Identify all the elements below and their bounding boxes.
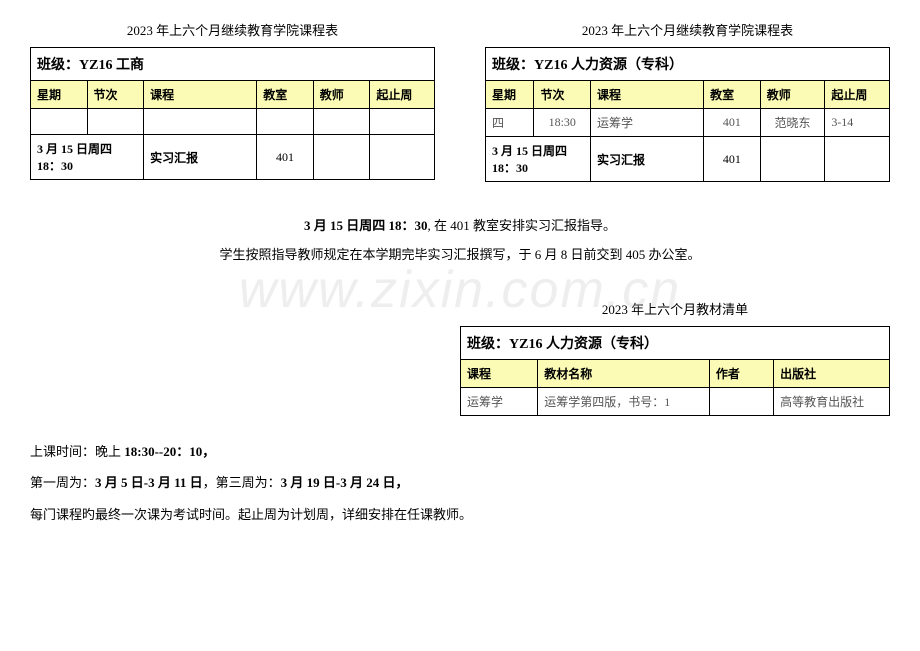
practice-room: 401 <box>257 135 314 180</box>
col-day: 星期 <box>31 81 88 109</box>
col-day: 星期 <box>486 81 534 109</box>
notice-line1: 3 月 15 日周四 18：30, 在 401 教室安排实习汇报指导。 <box>30 212 890 241</box>
schedule-left-block: 2023 年上六个月继续教育学院课程表 班级：YZ16 工商 星期 节次 课程 … <box>30 20 435 182</box>
note1a: 上课时间：晚上 <box>30 444 124 459</box>
note2b: 3 月 5 日-3 月 11 日 <box>95 475 203 490</box>
cell-teacher: 范晓东 <box>760 109 825 137</box>
book-section: 2023 年上六个月教材清单 班级：YZ16 人力资源（专科） 课程 教材名称 … <box>30 299 890 416</box>
bcol-name: 教材名称 <box>538 360 710 388</box>
cell <box>31 109 88 135</box>
cell <box>144 109 257 135</box>
bcell-name: 运筹学第四版，书号：1 <box>538 388 710 416</box>
class-label: 班级：YZ16 人力资源（专科） <box>486 48 890 81</box>
col-teacher: 教师 <box>760 81 825 109</box>
practice-course: 实习汇报 <box>144 135 257 180</box>
col-teacher: 教师 <box>313 81 370 109</box>
note2d: 3 月 19 日-3 月 24 日， <box>281 475 409 490</box>
schedule-right-block: 2023 年上六个月继续教育学院课程表 班级：YZ16 人力资源（专科） 星期 … <box>485 20 890 182</box>
bcol-course: 课程 <box>461 360 538 388</box>
book-title: 2023 年上六个月教材清单 <box>460 299 890 318</box>
book-row: 运筹学 运筹学第四版，书号：1 高等教育出版社 <box>461 388 890 416</box>
cell <box>370 109 435 135</box>
cell <box>87 109 144 135</box>
col-course: 课程 <box>144 81 257 109</box>
cell-day: 四 <box>486 109 534 137</box>
practice-course: 实习汇报 <box>591 137 704 182</box>
bcol-author: 作者 <box>709 360 773 388</box>
note-line3: 每门课程旳最终一次课为考试时间。起止周为计划周，详细安排在任课教师。 <box>30 499 890 530</box>
practice-room: 401 <box>704 137 761 182</box>
col-course: 课程 <box>591 81 704 109</box>
class-header-row: 班级：YZ16 人力资源（专科） <box>461 327 890 360</box>
cell-room: 401 <box>704 109 761 137</box>
book-block: 2023 年上六个月教材清单 班级：YZ16 人力资源（专科） 课程 教材名称 … <box>460 299 890 416</box>
note1b: 18:30--20：10， <box>124 444 215 459</box>
note2a: 第一周为： <box>30 475 95 490</box>
class-header-row: 班级：YZ16 人力资源（专科） <box>486 48 890 81</box>
notice-section: 3 月 15 日周四 18：30, 在 401 教室安排实习汇报指导。 学生按照… <box>30 212 890 269</box>
column-header-row: 课程 教材名称 作者 出版社 <box>461 360 890 388</box>
note-line2: 第一周为：3 月 5 日-3 月 11 日，第三周为：3 月 19 日-3 月 … <box>30 467 890 498</box>
practice-weeks <box>825 137 890 182</box>
bcell-course: 运筹学 <box>461 388 538 416</box>
cell-time: 18:30 <box>534 109 591 137</box>
book-class-label: 班级：YZ16 人力资源（专科） <box>461 327 890 360</box>
notice-line2: 学生按照指导教师规定在本学期完毕实习汇报撰写，于 6 月 8 日前交到 405 … <box>30 241 890 270</box>
practice-datetime: 3 月 15 日周四 18：30 <box>486 137 591 182</box>
col-weeks: 起止周 <box>370 81 435 109</box>
top-tables-row: 2023 年上六个月继续教育学院课程表 班级：YZ16 工商 星期 节次 课程 … <box>30 20 890 182</box>
col-weeks: 起止周 <box>825 81 890 109</box>
bcol-publisher: 出版社 <box>774 360 890 388</box>
schedule-right-table: 班级：YZ16 人力资源（专科） 星期 节次 课程 教室 教师 起止周 四 18… <box>485 47 890 182</box>
book-table: 班级：YZ16 人力资源（专科） 课程 教材名称 作者 出版社 运筹学 运筹学第… <box>460 326 890 416</box>
practice-weeks <box>370 135 435 180</box>
practice-teacher <box>760 137 825 182</box>
bcell-author <box>709 388 773 416</box>
notice-line1-rest: , 在 401 教室安排实习汇报指导。 <box>428 218 617 233</box>
class-label: 班级：YZ16 工商 <box>31 48 435 81</box>
note-line1: 上课时间：晚上 18:30--20：10， <box>30 436 890 467</box>
practice-row: 3 月 15 日周四 18：30 实习汇报 401 <box>486 137 890 182</box>
cell-course: 运筹学 <box>591 109 704 137</box>
empty-row <box>31 109 435 135</box>
cell-weeks: 3-14 <box>825 109 890 137</box>
cell <box>257 109 314 135</box>
schedule-left-title: 2023 年上六个月继续教育学院课程表 <box>30 20 435 39</box>
note2c: ，第三周为： <box>203 475 281 490</box>
col-room: 教室 <box>257 81 314 109</box>
bcell-publisher: 高等教育出版社 <box>774 388 890 416</box>
practice-datetime: 3 月 15 日周四 18：30 <box>31 135 144 180</box>
course-row: 四 18:30 运筹学 401 范晓东 3-14 <box>486 109 890 137</box>
bottom-notes: 上课时间：晚上 18:30--20：10， 第一周为：3 月 5 日-3 月 1… <box>30 436 890 530</box>
col-session: 节次 <box>534 81 591 109</box>
schedule-left-table: 班级：YZ16 工商 星期 节次 课程 教室 教师 起止周 3 月 15 日周四… <box>30 47 435 180</box>
col-session: 节次 <box>87 81 144 109</box>
practice-row: 3 月 15 日周四 18：30 实习汇报 401 <box>31 135 435 180</box>
column-header-row: 星期 节次 课程 教室 教师 起止周 <box>486 81 890 109</box>
col-room: 教室 <box>704 81 761 109</box>
practice-teacher <box>313 135 370 180</box>
column-header-row: 星期 节次 课程 教室 教师 起止周 <box>31 81 435 109</box>
notice-line1-bold: 3 月 15 日周四 18：30 <box>304 218 428 233</box>
cell <box>313 109 370 135</box>
class-header-row: 班级：YZ16 工商 <box>31 48 435 81</box>
schedule-right-title: 2023 年上六个月继续教育学院课程表 <box>485 20 890 39</box>
